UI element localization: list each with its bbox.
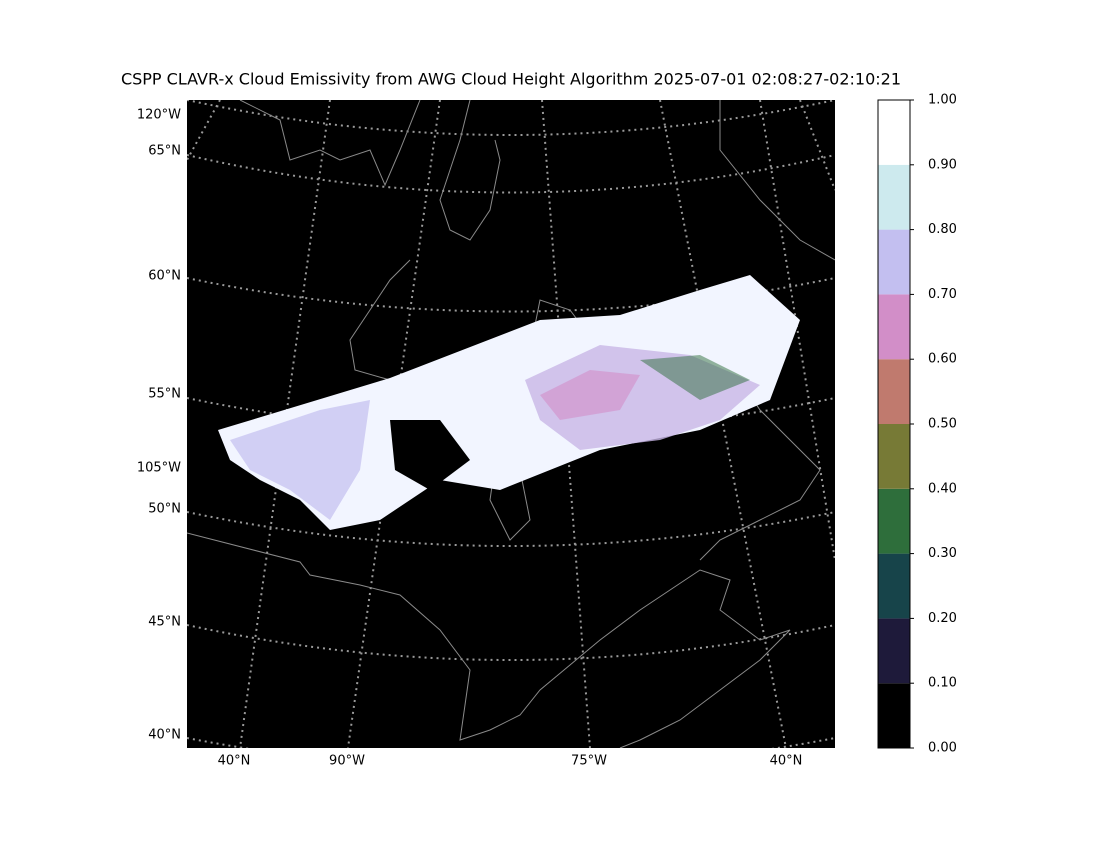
lat-lon-label: 90°W — [329, 754, 365, 769]
coastline — [439, 100, 501, 241]
colorbar-tick-label: 0.40 — [928, 481, 957, 496]
lat-lon-label: 55°N — [148, 387, 181, 402]
lat-lon-label: 60°N — [148, 269, 181, 284]
colorbar-segment — [878, 488, 910, 554]
graticule — [187, 100, 835, 136]
cloud-swath — [640, 355, 750, 400]
cloud-swath — [218, 275, 800, 530]
colorbar-segment — [878, 359, 910, 424]
colorbar-tick-label: 0.20 — [928, 611, 957, 626]
map — [187, 100, 835, 748]
colorbar-segment — [878, 683, 910, 748]
graticule — [659, 100, 787, 748]
colorbar-segment — [878, 229, 910, 295]
lat-lon-label: 75°W — [571, 754, 607, 769]
colorbar-tick-label: 0.80 — [928, 222, 957, 237]
coastline — [187, 532, 791, 748]
colorbar-tick-label: 0.60 — [928, 352, 957, 367]
colorbar-tick-label: 1.00 — [928, 93, 957, 108]
colorbar-segment — [878, 294, 910, 360]
cloud-swath — [540, 370, 640, 420]
coastline — [719, 100, 835, 261]
colorbar-segment — [878, 164, 910, 230]
title: CSPP CLAVR-x Cloud Emissivity from AWG C… — [121, 70, 901, 89]
graticule — [187, 624, 835, 661]
graticule — [799, 100, 835, 191]
lat-lon-label: 45°N — [148, 615, 181, 630]
coastline — [239, 100, 421, 187]
lat-lon-label: 120°W — [137, 108, 181, 123]
colorbar-tick-label: 0.70 — [928, 287, 957, 302]
colorbar-tick-label: 0.50 — [928, 417, 957, 432]
map-content — [187, 100, 835, 748]
cloud-swath — [230, 400, 370, 520]
lat-lon-label: 105°W — [137, 461, 181, 476]
colorbar-tick-label: 0.10 — [928, 676, 957, 691]
graticule — [347, 100, 441, 748]
colorbar-tick-label: 0.30 — [928, 546, 957, 561]
colorbar-tick-label: 0.00 — [928, 741, 957, 756]
graticule — [239, 100, 331, 748]
lat-lon-label: 65°N — [148, 144, 181, 159]
colorbar-segment — [878, 100, 910, 165]
clear-sky — [390, 420, 470, 490]
lat-lon-label: 40°N — [148, 728, 181, 743]
colorbar-segment — [878, 424, 910, 489]
lat-lon-label: 50°N — [148, 502, 181, 517]
lat-lon-label: 40°N — [218, 754, 251, 769]
colorbar-segment — [878, 553, 910, 619]
lat-lon-label: 40°N — [770, 754, 803, 769]
colorbar-segment — [878, 618, 910, 684]
colorbar-tick-label: 0.90 — [928, 157, 957, 172]
